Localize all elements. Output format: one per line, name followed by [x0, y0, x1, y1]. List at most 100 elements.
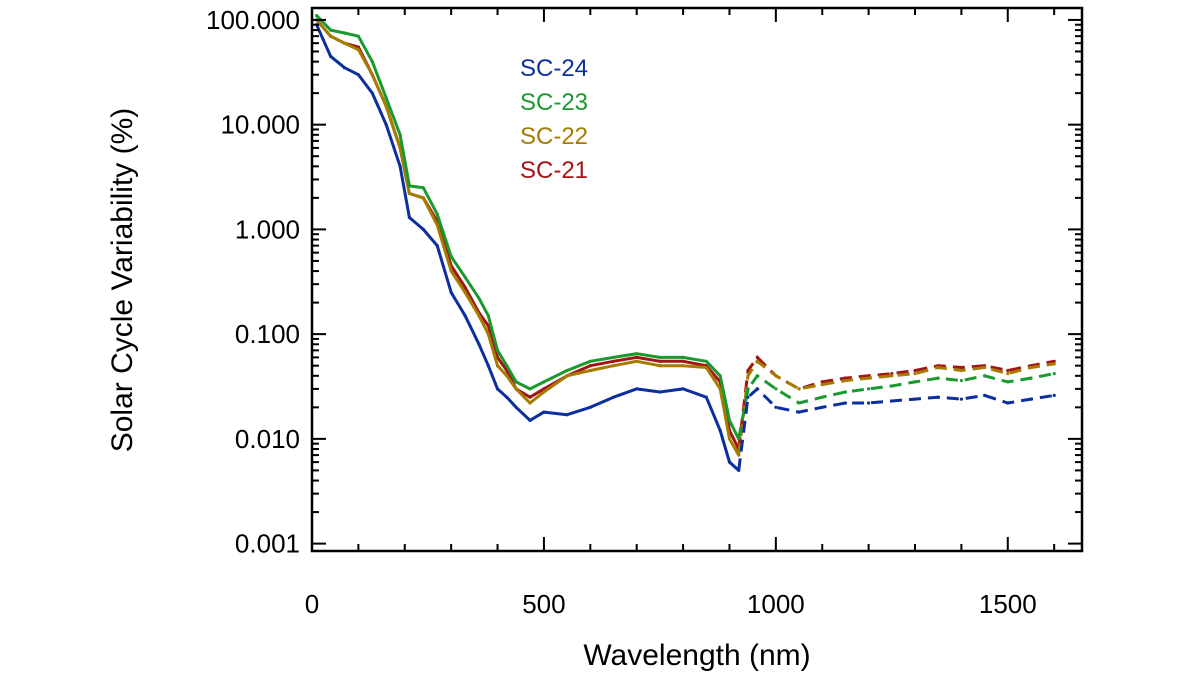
- data-point: [528, 418, 532, 422]
- data-point: [329, 34, 333, 38]
- data-point: [528, 401, 532, 405]
- data-point: [486, 332, 490, 336]
- data-point: [435, 223, 439, 227]
- data-point: [356, 34, 360, 38]
- data-point: [1029, 365, 1033, 370]
- data-point: [820, 380, 824, 384]
- data-point: [565, 374, 569, 378]
- y-tick-label: 100.000: [206, 5, 300, 35]
- data-point: [704, 395, 708, 399]
- data-point: [983, 365, 987, 370]
- data-point: [407, 184, 411, 188]
- data-point: [681, 355, 685, 359]
- series-sc-24: [315, 23, 1056, 472]
- y-tick-label: 0.100: [235, 319, 300, 349]
- data-point: [959, 379, 964, 383]
- data-point: [658, 364, 662, 368]
- data-point: [477, 296, 481, 300]
- data-point: [635, 359, 639, 363]
- data-point: [936, 365, 940, 370]
- tick-labels: 0 500 1000 1500 0.001 0.010 0.100 1.000 10.000 10…: [206, 5, 1037, 619]
- data-point: [542, 410, 546, 414]
- data-point: [398, 133, 402, 137]
- x-tick-label: 1000: [747, 589, 805, 619]
- data-point: [727, 460, 732, 464]
- data-point: [1029, 376, 1033, 380]
- data-point: [681, 387, 685, 391]
- data-point: [843, 379, 848, 383]
- data-point: [588, 368, 592, 373]
- data-point: [435, 212, 439, 216]
- data-point: [528, 387, 532, 391]
- data-point: [356, 48, 360, 52]
- data-point: [867, 376, 871, 380]
- data-point: [959, 365, 964, 370]
- data-point: [588, 359, 592, 363]
- data-point: [1006, 380, 1010, 384]
- data-point: [1029, 397, 1033, 401]
- legend-entry-sc-21: SC-21: [520, 157, 588, 184]
- data-point: [315, 14, 319, 18]
- data-point: [774, 374, 778, 378]
- data-point: [718, 374, 722, 378]
- data-point: [797, 410, 801, 414]
- y-axis-title: Solar Cycle Variability (%): [106, 108, 139, 453]
- data-point: [867, 387, 871, 391]
- data-point: [495, 348, 500, 352]
- x-axis-title: Wavelength (nm): [583, 639, 810, 672]
- data-point: [370, 73, 374, 77]
- data-point: [1006, 401, 1010, 405]
- data-point: [463, 290, 467, 295]
- data-point: [843, 376, 848, 380]
- data-point: [329, 28, 333, 32]
- legend-entry-sc-24: SC-24: [520, 55, 588, 82]
- data-point: [746, 387, 750, 391]
- x-tick-label: 1500: [979, 589, 1037, 619]
- data-point: [588, 405, 592, 409]
- data-point: [746, 395, 750, 399]
- data-point: [407, 191, 411, 196]
- data-point: [867, 401, 871, 405]
- x-tick-label: 500: [522, 589, 565, 619]
- data-point: [983, 374, 987, 378]
- y-tick-label: 0.001: [235, 529, 300, 559]
- data-point: [843, 401, 848, 405]
- y-tick-label: 0.010: [235, 424, 300, 454]
- data-point: [398, 164, 402, 168]
- data-point: [936, 376, 940, 380]
- data-point: [843, 390, 848, 394]
- data-point: [477, 342, 481, 346]
- data-point: [542, 390, 546, 394]
- data-point: [737, 453, 741, 457]
- plot-frame: [310, 6, 1084, 553]
- data-point: [486, 314, 490, 318]
- y-tick-label: 1.000: [235, 214, 300, 244]
- data-point: [635, 387, 639, 391]
- series-line-dashed: [737, 372, 1055, 440]
- data-point: [774, 387, 778, 391]
- data-point: [477, 314, 481, 318]
- legend: SC-24 SC-23 SC-22 SC-21: [520, 55, 588, 184]
- data-point: [421, 196, 425, 200]
- data-point: [1052, 372, 1056, 376]
- data-point: [1052, 359, 1056, 363]
- data-point: [1052, 362, 1056, 366]
- data-point: [1006, 372, 1010, 376]
- data-point: [449, 255, 453, 259]
- data-point: [635, 352, 639, 356]
- data-point: [658, 355, 662, 359]
- data-point: [528, 395, 532, 399]
- data-point: [565, 413, 569, 417]
- data-point: [370, 60, 374, 64]
- data-point: [658, 359, 662, 363]
- data-point: [890, 399, 894, 403]
- data-point: [658, 390, 662, 394]
- data-point: [746, 374, 750, 378]
- data-point: [913, 372, 917, 376]
- data-point: [913, 368, 917, 373]
- data-point: [514, 380, 518, 384]
- data-point: [463, 285, 467, 289]
- data-point: [718, 387, 722, 391]
- data-point: [755, 355, 759, 359]
